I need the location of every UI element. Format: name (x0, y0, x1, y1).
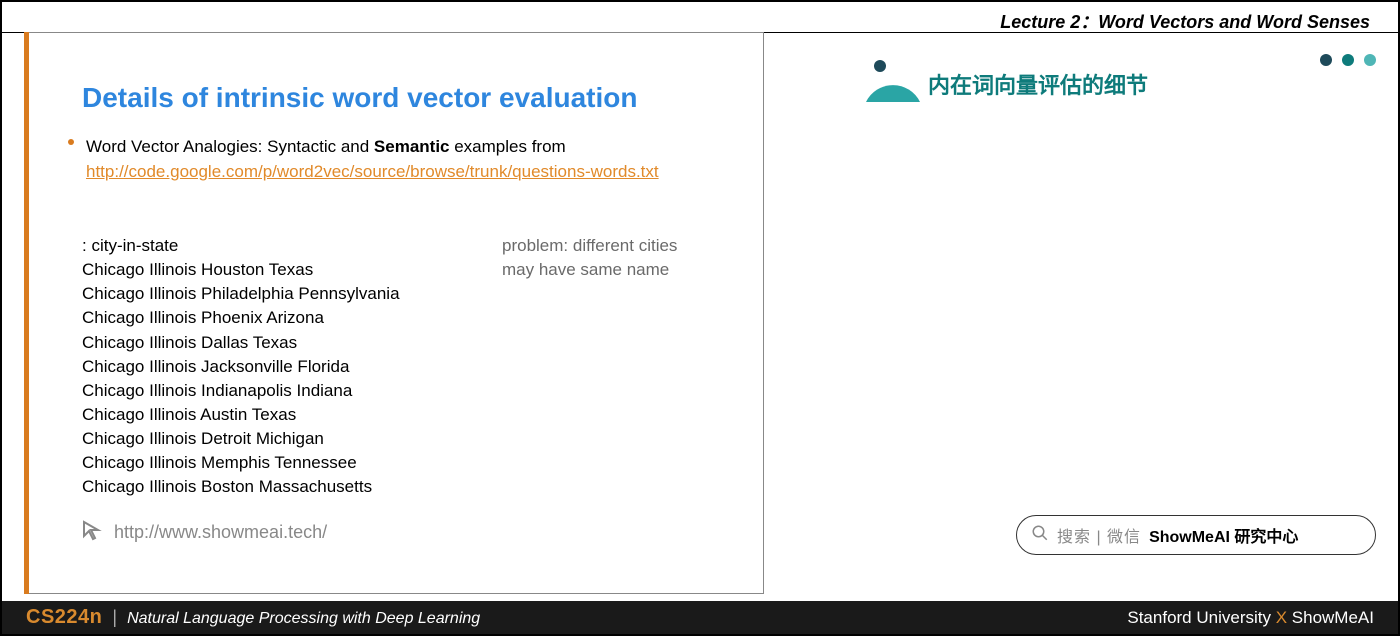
example-row: Chicago Illinois Jacksonville Florida (82, 355, 400, 379)
note-line: may have same name (502, 258, 732, 282)
footer-x: X (1276, 608, 1287, 627)
dot-icon (1342, 54, 1354, 66)
slide-footer-link: http://www.showmeai.tech/ (80, 518, 327, 547)
example-row: Chicago Illinois Phoenix Arizona (82, 306, 400, 330)
example-row: Chicago Illinois Boston Massachusetts (82, 475, 400, 499)
course-name: Natural Language Processing with Deep Le… (127, 610, 480, 628)
slide-footer-url: http://www.showmeai.tech/ (114, 522, 327, 543)
cursor-icon (80, 518, 104, 547)
example-row: Chicago Illinois Philadelphia Pennsylvan… (82, 282, 400, 306)
problem-note: problem: different cities may have same … (502, 234, 732, 282)
footer-bar: CS224n | Natural Language Processing wit… (2, 601, 1398, 634)
lecture-title: Lecture 2：Word Vectors and Word Senses (1000, 8, 1370, 34)
example-row: Chicago Illinois Memphis Tennessee (82, 451, 400, 475)
bullet-text-prefix: Word Vector Analogies: Syntactic and (86, 137, 374, 156)
decor-dots (1320, 54, 1376, 66)
dot-icon (1364, 54, 1376, 66)
search-hint: 搜索 | 微信 (1057, 523, 1141, 547)
section-bubble-icon (866, 58, 920, 102)
bullet-text-suffix: examples from (450, 137, 566, 156)
source-link[interactable]: http://code.google.com/p/word2vec/source… (86, 162, 659, 181)
example-row: Chicago Illinois Indianapolis Indiana (82, 379, 400, 403)
bullet-text-bold: Semantic (374, 137, 450, 156)
note-line: problem: different cities (502, 234, 732, 258)
example-row: Chicago Illinois Dallas Texas (82, 331, 400, 355)
slide-title: Details of intrinsic word vector evaluat… (82, 82, 637, 114)
footer-left: CS224n | Natural Language Processing wit… (26, 606, 480, 629)
search-pill[interactable]: 搜索 | 微信 ShowMeAI 研究中心 (1016, 515, 1376, 555)
example-row: Chicago Illinois Austin Texas (82, 403, 400, 427)
content-area: Lecture 2：Word Vectors and Word Senses D… (2, 2, 1398, 601)
slide-frame: Lecture 2：Word Vectors and Word Senses D… (0, 0, 1400, 636)
example-row: Chicago Illinois Houston Texas (82, 258, 400, 282)
footer-right: Stanford University X ShowMeAI (1127, 608, 1374, 628)
slide-accent-bar (24, 32, 29, 594)
search-icon (1031, 524, 1049, 547)
bullet-item: Word Vector Analogies: Syntactic and Sem… (86, 135, 726, 184)
example-category: : city-in-state (82, 234, 400, 258)
footer-uni: Stanford University (1127, 608, 1275, 627)
examples-block: : city-in-state Chicago Illinois Houston… (82, 234, 400, 499)
example-row: Chicago Illinois Detroit Michigan (82, 427, 400, 451)
dot-icon (1320, 54, 1332, 66)
pipe-separator: | (112, 607, 117, 628)
bullet-dot-icon (68, 139, 74, 145)
search-brand: ShowMeAI 研究中心 (1149, 523, 1298, 547)
course-code: CS224n (26, 606, 102, 629)
section-title-cn: 内在词向量评估的细节 (928, 68, 1148, 100)
footer-brand: ShowMeAI (1287, 608, 1374, 627)
